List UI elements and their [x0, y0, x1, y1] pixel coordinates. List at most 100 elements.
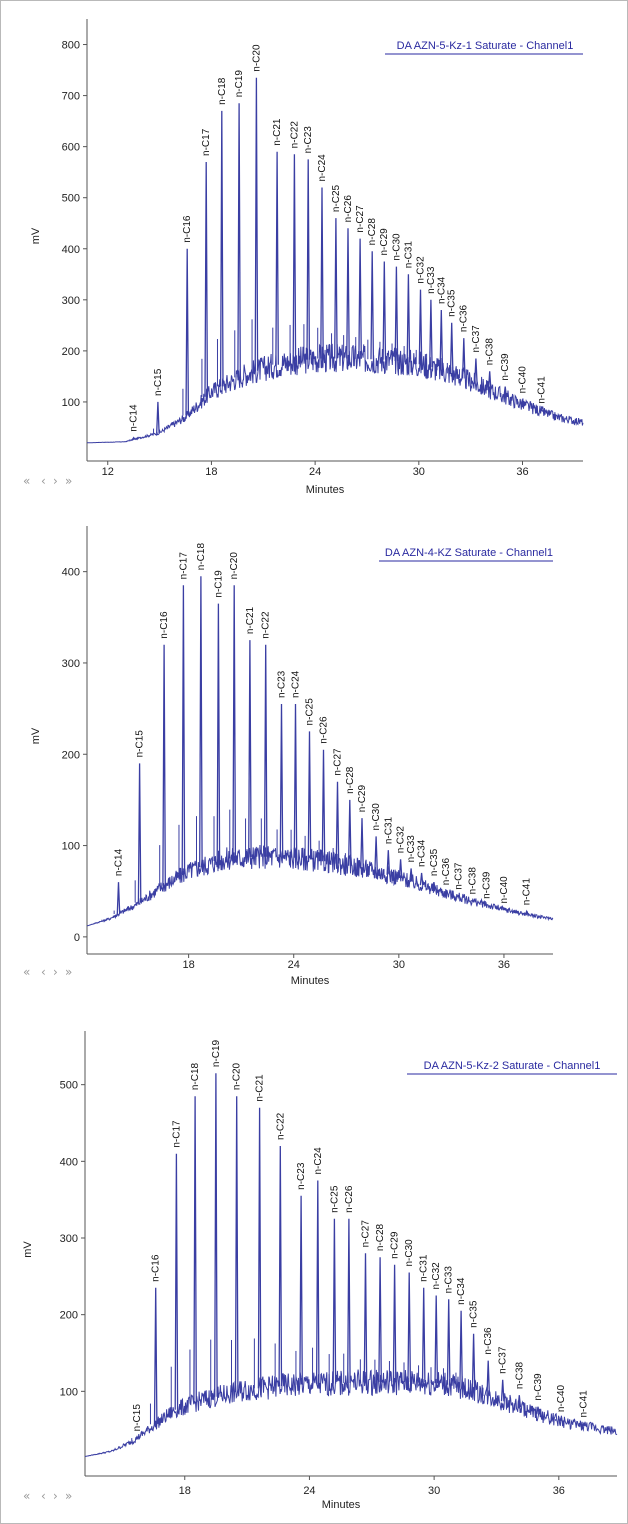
peak-label: n-C33	[406, 835, 417, 863]
nav-back-button[interactable]: ‹	[41, 965, 46, 979]
peak-label: n-C41	[537, 376, 548, 404]
peak-label: n-C26	[343, 195, 354, 223]
peak-n-C18	[199, 576, 203, 868]
peak-label: n-C40	[518, 366, 529, 394]
peak-label: n-C28	[375, 1223, 386, 1251]
peak-n-C24	[315, 1180, 320, 1385]
peak-n-C17	[181, 585, 186, 875]
x-tick-label: 18	[179, 1485, 191, 1497]
x-tick-label: 30	[393, 959, 405, 971]
peak-label: n-C21	[255, 1074, 266, 1102]
y-tick-label: 0	[74, 932, 80, 944]
peak-n-C40	[559, 1416, 563, 1422]
peak-n-C41	[524, 909, 529, 915]
nav-forward-button[interactable]: ›	[53, 474, 58, 488]
peak-n-C29	[392, 1264, 397, 1383]
y-tick-label: 300	[62, 658, 80, 670]
peak-label: n-C39	[500, 353, 511, 381]
peak-n-C28	[378, 1257, 382, 1383]
y-tick-label: 300	[62, 295, 80, 307]
x-axis-title: Minutes	[291, 975, 330, 987]
peak-n-C31	[406, 274, 411, 363]
peak-label: n-C18	[217, 77, 228, 105]
peak-n-C29	[360, 818, 364, 869]
peak-n-C29	[382, 261, 387, 360]
y-axis-title: mV	[30, 727, 42, 744]
nav-back-button[interactable]: ‹	[41, 474, 46, 488]
y-axis-title: mV	[30, 227, 42, 244]
peak-label: n-C34	[436, 276, 447, 304]
peak-n-C27	[335, 781, 340, 864]
peak-label: n-C28	[345, 766, 356, 794]
peak-n-C37	[456, 894, 461, 898]
peak-n-C37	[500, 1379, 505, 1402]
peak-n-C33	[409, 868, 413, 882]
peak-n-C39	[536, 1406, 540, 1415]
nav-rewind-button[interactable]: «	[23, 474, 30, 488]
peak-label: n-C25	[329, 1185, 340, 1213]
peak-n-C28	[347, 799, 352, 866]
peak-n-C34	[459, 1310, 463, 1388]
peak-n-C15	[156, 401, 160, 434]
peak-n-C20	[234, 1096, 239, 1393]
peak-n-C18	[219, 110, 224, 387]
nav-forward-button[interactable]: ›	[53, 1489, 58, 1503]
peak-n-C27	[358, 238, 362, 359]
peak-label: n-C38	[485, 338, 496, 366]
peak-label: n-C38	[467, 867, 478, 895]
y-tick-label: 400	[62, 567, 80, 579]
nav-fastforward-button[interactable]: »	[65, 474, 72, 488]
peak-label: n-C16	[159, 611, 170, 639]
peak-label: n-C15	[132, 1404, 143, 1432]
peak-label: n-C41	[579, 1390, 590, 1418]
peak-n-C21	[248, 640, 252, 858]
y-tick-label: 500	[60, 1080, 78, 1092]
peak-n-C31	[386, 850, 391, 875]
peak-n-C37	[474, 358, 478, 384]
peak-label: n-C27	[333, 748, 344, 776]
y-tick-label: 100	[60, 1386, 78, 1398]
peak-n-C17	[174, 1153, 179, 1410]
peak-label: n-C28	[367, 218, 378, 246]
x-tick-label: 36	[498, 959, 510, 971]
peak-n-C38	[517, 1395, 522, 1408]
nav-back-button[interactable]: ‹	[41, 1489, 46, 1503]
peak-n-C33	[429, 299, 433, 368]
peak-n-C20	[254, 77, 259, 371]
peak-n-C36	[486, 1360, 491, 1396]
nav-rewind-button[interactable]: «	[23, 965, 30, 979]
peak-label: n-C29	[390, 1231, 401, 1259]
peak-n-C30	[407, 1272, 412, 1383]
peak-n-C16	[185, 248, 190, 416]
y-tick-label: 200	[60, 1310, 78, 1322]
peak-n-C22	[263, 644, 268, 857]
y-tick-label: 300	[60, 1233, 78, 1245]
y-tick-label: 100	[62, 841, 80, 853]
peak-label: n-C30	[391, 233, 402, 261]
nav-fastforward-button[interactable]: »	[65, 965, 72, 979]
peak-label: n-C26	[344, 1185, 355, 1213]
x-tick-label: 18	[205, 466, 217, 478]
peak-label: n-C30	[404, 1239, 415, 1267]
peak-label: n-C40	[499, 876, 510, 904]
y-axis-title: mV	[22, 1241, 34, 1258]
peak-label: n-C33	[426, 266, 437, 294]
peak-n-C38	[487, 371, 492, 390]
peak-label: n-C21	[272, 118, 283, 146]
peak-label: n-C16	[151, 1254, 162, 1282]
peak-label: n-C36	[441, 858, 452, 886]
peak-label: n-C15	[153, 368, 164, 396]
peak-label: n-C32	[431, 1262, 442, 1290]
peak-n-C26	[321, 749, 326, 862]
peak-n-C34	[439, 309, 444, 371]
peak-n-C23	[279, 703, 284, 858]
y-tick-label: 200	[62, 346, 80, 358]
nav-forward-button[interactable]: ›	[53, 965, 58, 979]
peak-label: n-C27	[355, 205, 366, 233]
nav-fastforward-button[interactable]: »	[65, 1489, 72, 1503]
peak-label: n-C20	[232, 1062, 243, 1090]
x-tick-label: 12	[102, 466, 114, 478]
nav-rewind-button[interactable]: «	[23, 1489, 30, 1503]
peak-label: n-C37	[453, 862, 464, 890]
chart-title: DA AZN-5-Kz-1 Saturate - Channel1	[397, 40, 574, 52]
